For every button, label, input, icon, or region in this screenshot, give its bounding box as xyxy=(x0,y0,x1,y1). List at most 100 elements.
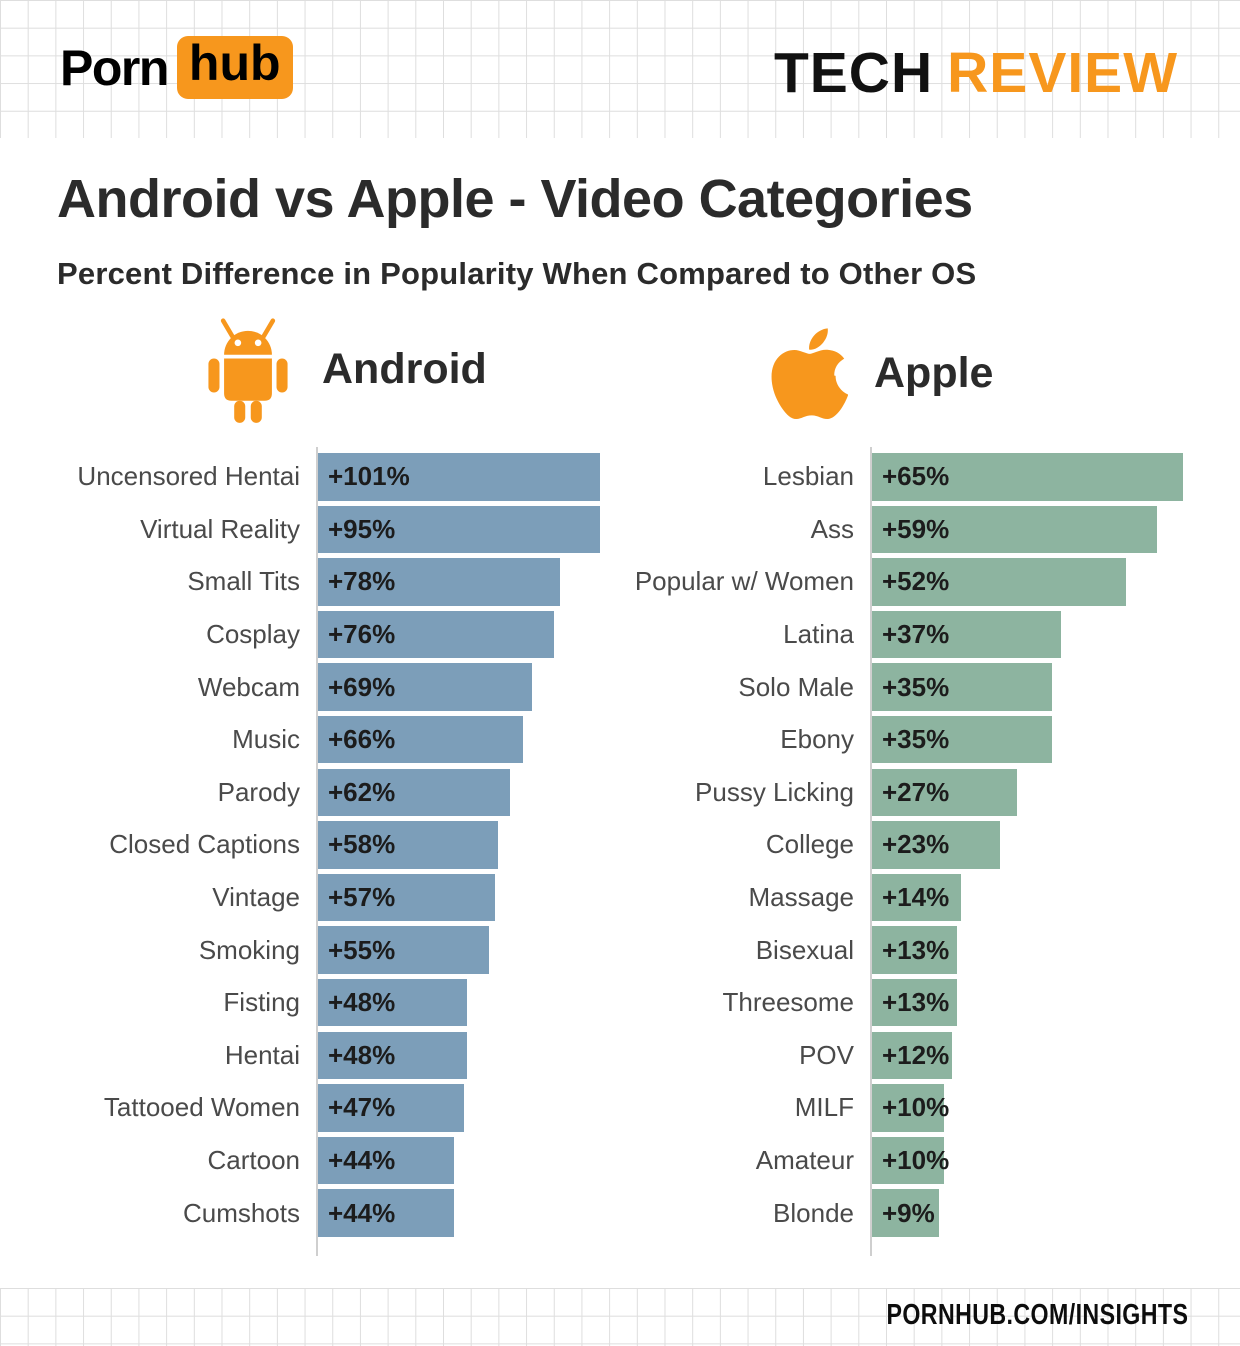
category-label: Bisexual xyxy=(755,934,854,965)
bar-value-label: +48% xyxy=(328,987,396,1018)
value-bar: +76% xyxy=(318,610,554,659)
category-label: Music xyxy=(232,724,300,755)
bar-value-label: +59% xyxy=(882,513,950,544)
bar-value-label: +76% xyxy=(328,619,396,650)
bar-value-label: +23% xyxy=(882,829,950,860)
bar-value-label: +13% xyxy=(882,987,950,1018)
bar-row: Smoking +55% xyxy=(40,926,600,974)
value-bar: +35% xyxy=(872,715,1053,764)
value-bar: +14% xyxy=(872,873,961,922)
logo-porn-text: Porn xyxy=(60,39,169,96)
bar-row: Uncensored Hentai +101% xyxy=(40,453,600,501)
bar-row: Virtual Reality +95% xyxy=(40,505,600,554)
category-label: Parody xyxy=(217,776,300,807)
category-label: Pussy Licking xyxy=(695,776,854,807)
bar-row: Lesbian +65% xyxy=(595,453,1223,501)
category-label: Cumshots xyxy=(182,1197,300,1228)
value-bar: +66% xyxy=(318,715,523,764)
bar-row: Amateur +10% xyxy=(595,1136,1223,1185)
category-label: Closed Captions xyxy=(109,829,300,860)
value-bar: +23% xyxy=(872,821,1001,869)
value-bar: +59% xyxy=(872,505,1157,554)
bar-row: Bisexual +13% xyxy=(595,926,1223,974)
category-label: Cartoon xyxy=(207,1144,301,1175)
apple-title: Apple xyxy=(874,348,994,397)
bar-row: Cumshots +44% xyxy=(40,1189,600,1237)
page-subtitle: Percent Difference in Popularity When Co… xyxy=(57,256,977,291)
category-label: Cosplay xyxy=(206,619,300,650)
value-bar: +44% xyxy=(318,1136,455,1185)
value-bar: +58% xyxy=(318,821,498,869)
category-label: Ass xyxy=(810,513,854,544)
value-bar: +78% xyxy=(318,558,560,606)
value-bar: +47% xyxy=(318,1084,464,1132)
bar-value-label: +12% xyxy=(882,1039,950,1070)
banner-review-text: REVIEW xyxy=(947,41,1178,105)
category-label: Blonde xyxy=(773,1197,854,1228)
value-bar: +13% xyxy=(872,978,957,1027)
bar-value-label: +66% xyxy=(328,724,396,755)
android-title: Android xyxy=(322,345,487,393)
category-label: Threesome xyxy=(722,987,855,1018)
android-bar-chart: Uncensored Hentai +101% Virtual Reality +95… xyxy=(40,447,600,1256)
bar-value-label: +48% xyxy=(328,1039,396,1070)
bar-row: Hentai +48% xyxy=(40,1031,600,1080)
bar-value-label: +44% xyxy=(328,1197,396,1228)
value-bar: +37% xyxy=(872,610,1061,659)
bar-value-label: +9% xyxy=(882,1197,935,1228)
bar-row: Cosplay +76% xyxy=(40,610,600,659)
category-label: Hentai xyxy=(224,1039,300,1070)
bar-value-label: +14% xyxy=(882,882,950,912)
category-label: College xyxy=(765,829,854,860)
value-bar: +69% xyxy=(318,663,532,711)
bar-value-label: +27% xyxy=(882,776,950,807)
bar-value-label: +58% xyxy=(328,829,396,860)
value-bar: +27% xyxy=(872,768,1018,817)
bar-row: Vintage +57% xyxy=(40,873,600,922)
bar-value-label: +57% xyxy=(328,882,396,912)
value-bar: +10% xyxy=(872,1136,949,1185)
bar-row: Ebony +35% xyxy=(595,715,1223,764)
bar-value-label: +55% xyxy=(328,934,396,965)
bar-row: Latina +37% xyxy=(595,610,1223,659)
bar-value-label: +47% xyxy=(328,1092,396,1123)
footer-band xyxy=(0,1288,1240,1346)
android-section-header: Android xyxy=(202,316,487,423)
category-label: Small Tits xyxy=(187,566,300,597)
bar-row: POV +12% xyxy=(595,1031,1223,1080)
bar-row: Closed Captions +58% xyxy=(40,821,600,869)
bar-value-label: +101% xyxy=(328,461,410,492)
category-label: Fisting xyxy=(223,987,300,1018)
footer-url: PORNHUB.COM/INSIGHTS xyxy=(886,1299,1188,1331)
bar-row: Small Tits +78% xyxy=(40,558,600,606)
value-bar: +13% xyxy=(872,926,957,974)
header-band: Porn hub TECH REVIEW xyxy=(0,0,1240,138)
bar-value-label: +95% xyxy=(328,513,396,544)
category-label: Massage xyxy=(748,882,855,912)
banner-tech-text: TECH xyxy=(773,41,934,105)
category-label: Uncensored Hentai xyxy=(77,461,300,492)
apple-icon xyxy=(770,322,848,424)
apple-bar-chart: Lesbian +65% Ass +59% Popular w/ Women +52% La… xyxy=(595,447,1223,1256)
apple-section-header: Apple xyxy=(770,322,993,424)
page-title: Android vs Apple - Video Categories xyxy=(57,169,973,229)
bar-row: Blonde +9% xyxy=(595,1189,1223,1237)
value-bar: +48% xyxy=(318,1031,467,1080)
category-label: MILF xyxy=(794,1092,854,1123)
value-bar: +9% xyxy=(872,1189,940,1237)
value-bar: +65% xyxy=(872,453,1183,501)
category-label: Solo Male xyxy=(738,671,854,702)
value-bar: +10% xyxy=(872,1084,949,1132)
bar-value-label: +65% xyxy=(882,461,950,492)
bar-row: Tattooed Women +47% xyxy=(40,1084,600,1132)
category-label: Virtual Reality xyxy=(140,513,300,544)
value-bar: +48% xyxy=(318,978,467,1027)
value-bar: +55% xyxy=(318,926,489,974)
category-label: Popular w/ Women xyxy=(634,566,854,597)
bar-value-label: +10% xyxy=(882,1092,950,1123)
android-robot-icon xyxy=(202,316,294,423)
bar-row: Cartoon +44% xyxy=(40,1136,600,1185)
bar-value-label: +62% xyxy=(328,776,396,807)
category-label: Lesbian xyxy=(762,461,854,492)
